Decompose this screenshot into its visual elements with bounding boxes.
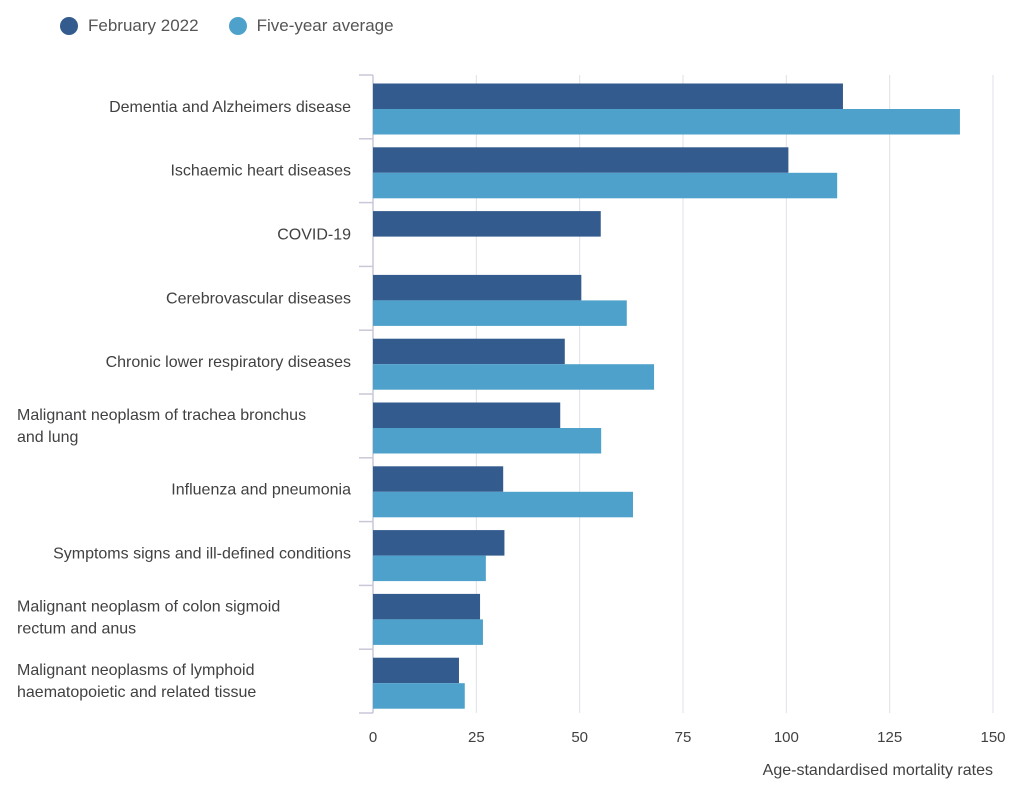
x-tick-label: 150 (980, 729, 1005, 746)
category-label: Malignant neoplasms of lymphoid haematopo… (17, 662, 256, 701)
bar-five-year-average[interactable] (373, 428, 602, 454)
x-tick-label: 50 (571, 729, 588, 746)
x-tick-label: 125 (877, 729, 902, 746)
bar-five-year-average[interactable] (373, 300, 627, 326)
bar-five-year-average[interactable] (373, 555, 486, 582)
bar-five-year-average[interactable] (373, 364, 655, 390)
legend-item-five-year-average[interactable]: Five-year average (228, 16, 394, 36)
x-tick-label: 100 (774, 729, 799, 746)
bar-february-2022[interactable] (373, 402, 561, 429)
bar-february-2022[interactable] (373, 466, 504, 492)
category-label: Ischaemic heart diseases (170, 163, 351, 180)
legend-item-february-2022[interactable]: February 2022 (60, 16, 199, 36)
category-label: Malignant neoplasm of trachea bronchus an… (17, 407, 306, 446)
x-tick-label: 0 (369, 729, 377, 746)
bar-february-2022[interactable] (373, 211, 601, 237)
legend-marker-five-year-average (228, 17, 247, 35)
bar-february-2022[interactable] (373, 530, 505, 556)
bar-february-2022[interactable] (373, 657, 459, 684)
category-labels: Dementia and Alzheimers disease Ischaemic… (17, 99, 351, 701)
bars (373, 83, 960, 709)
bar-february-2022[interactable] (373, 593, 481, 620)
category-label: Symptoms signs and ill-defined condition… (53, 546, 351, 563)
category-label: Influenza and pneumonia (171, 482, 351, 499)
legend-label-five-year-average: Five-year average (256, 16, 394, 35)
bar-february-2022[interactable] (373, 338, 565, 365)
legend-label-february-2022: February 2022 (88, 16, 199, 35)
bar-february-2022[interactable] (373, 147, 789, 173)
bar-five-year-average[interactable] (373, 683, 465, 709)
bar-five-year-average[interactable] (373, 491, 633, 518)
bar-five-year-average[interactable] (373, 172, 838, 199)
category-label: COVID-19 (277, 227, 351, 244)
legend: February 2022 Five-year average (60, 16, 394, 36)
bar-five-year-average[interactable] (373, 619, 483, 645)
category-label: Cerebrovascular diseases (166, 290, 351, 307)
bar-five-year-average[interactable] (373, 109, 960, 135)
category-label: Malignant neoplasm of colon sigmoid rectu… (17, 598, 280, 637)
category-label: Chronic lower respiratory diseases (106, 354, 351, 371)
y-axis (359, 74, 374, 714)
x-tick-label: 75 (675, 729, 692, 746)
x-axis-ticks: 0 25 50 75 100 125 150 (369, 729, 1006, 746)
category-label: Dementia and Alzheimers disease (109, 99, 351, 116)
x-tick-label: 25 (468, 729, 485, 746)
bar-february-2022[interactable] (373, 83, 843, 110)
x-axis-title: Age-standardised mortality rates (763, 762, 993, 779)
legend-marker-february-2022 (60, 17, 78, 35)
bar-february-2022[interactable] (373, 274, 582, 301)
